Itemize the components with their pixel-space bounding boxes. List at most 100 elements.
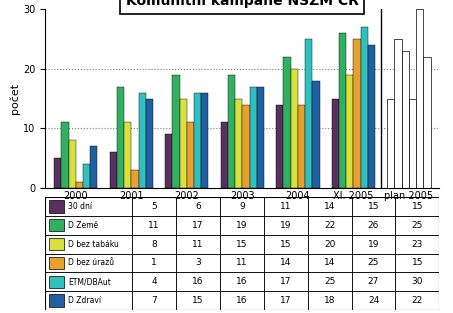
Bar (257, 87, 264, 188)
Bar (124, 122, 131, 188)
Text: 26: 26 (368, 221, 379, 230)
Bar (250, 87, 257, 188)
Bar (284, 57, 291, 188)
Bar (45, 235, 439, 254)
Bar (68, 140, 76, 188)
Text: 14: 14 (280, 259, 291, 267)
Bar (49, 257, 64, 269)
Bar (291, 69, 298, 188)
Bar (49, 238, 64, 250)
Text: 11: 11 (236, 259, 247, 267)
Bar (409, 99, 416, 188)
Text: 19: 19 (236, 221, 247, 230)
Bar (187, 122, 194, 188)
Text: 15: 15 (368, 202, 379, 211)
Text: 16: 16 (236, 296, 247, 305)
Text: 24: 24 (368, 296, 379, 305)
Text: 20: 20 (324, 240, 335, 249)
Bar (90, 146, 97, 188)
Bar (49, 275, 64, 288)
Text: 7: 7 (151, 296, 157, 305)
Bar (62, 122, 68, 188)
Bar (298, 105, 305, 188)
Bar (221, 122, 228, 188)
Text: 22: 22 (324, 221, 335, 230)
Text: 17: 17 (280, 277, 291, 286)
Text: 19: 19 (280, 221, 291, 230)
Bar (201, 93, 208, 188)
Text: 3: 3 (195, 259, 201, 267)
Bar (368, 45, 375, 188)
Text: 15: 15 (192, 296, 204, 305)
Y-axis label: počet: počet (10, 83, 20, 114)
Text: 15: 15 (280, 240, 291, 249)
Bar (49, 294, 64, 307)
Bar (49, 200, 64, 213)
Text: D bez tabáku: D bez tabáku (68, 240, 119, 249)
Bar (312, 81, 319, 188)
Bar (139, 93, 146, 188)
Bar (45, 291, 439, 310)
Text: 25: 25 (324, 277, 335, 286)
Bar (180, 99, 187, 188)
Bar (235, 99, 242, 188)
Text: 4: 4 (151, 277, 157, 286)
Text: D Zdraví: D Zdraví (68, 296, 101, 305)
Bar (332, 99, 339, 188)
Bar (45, 272, 439, 291)
Bar (194, 93, 201, 188)
Text: 25: 25 (412, 221, 423, 230)
Text: 5: 5 (151, 202, 157, 211)
Title: Komunitní kampaňe NSZM ČR: Komunitní kampaňe NSZM ČR (126, 0, 359, 8)
Bar (423, 57, 430, 188)
Text: 11: 11 (192, 240, 204, 249)
Text: 8: 8 (151, 240, 157, 249)
Bar (173, 75, 180, 188)
Text: 16: 16 (236, 277, 247, 286)
Text: ETM/DBAut: ETM/DBAut (68, 277, 111, 286)
Text: 17: 17 (280, 296, 291, 305)
Bar (339, 33, 346, 188)
Text: 19: 19 (368, 240, 379, 249)
Text: 17: 17 (192, 221, 204, 230)
Text: D bez úrazů: D bez úrazů (68, 259, 115, 267)
Text: 14: 14 (324, 202, 335, 211)
Text: 15: 15 (412, 202, 423, 211)
Bar (402, 51, 409, 188)
Bar (305, 39, 312, 188)
Text: 15: 15 (412, 259, 423, 267)
Bar (45, 216, 439, 235)
Bar (54, 158, 62, 188)
Bar (165, 134, 173, 188)
Text: 30 dní: 30 dní (68, 202, 92, 211)
Bar (276, 105, 284, 188)
Bar (83, 164, 90, 188)
Text: 9: 9 (239, 202, 245, 211)
Bar (361, 27, 368, 188)
Text: 14: 14 (324, 259, 335, 267)
Text: 27: 27 (368, 277, 379, 286)
Text: 6: 6 (195, 202, 201, 211)
Text: 25: 25 (368, 259, 379, 267)
Bar (110, 152, 117, 188)
Text: 16: 16 (192, 277, 204, 286)
Text: 22: 22 (412, 296, 423, 305)
Bar (416, 9, 423, 188)
Text: 1: 1 (151, 259, 157, 267)
Text: 11: 11 (148, 221, 160, 230)
Bar (228, 75, 235, 188)
Text: 23: 23 (412, 240, 423, 249)
Bar (146, 99, 153, 188)
Bar (346, 75, 353, 188)
Bar (395, 39, 402, 188)
Text: 11: 11 (280, 202, 291, 211)
Bar (131, 170, 139, 188)
Bar (353, 39, 361, 188)
Bar (387, 99, 395, 188)
Bar (76, 182, 83, 188)
Text: 18: 18 (324, 296, 335, 305)
Text: 30: 30 (412, 277, 423, 286)
Text: D Země: D Země (68, 221, 98, 230)
Bar (242, 105, 250, 188)
Bar (45, 254, 439, 272)
